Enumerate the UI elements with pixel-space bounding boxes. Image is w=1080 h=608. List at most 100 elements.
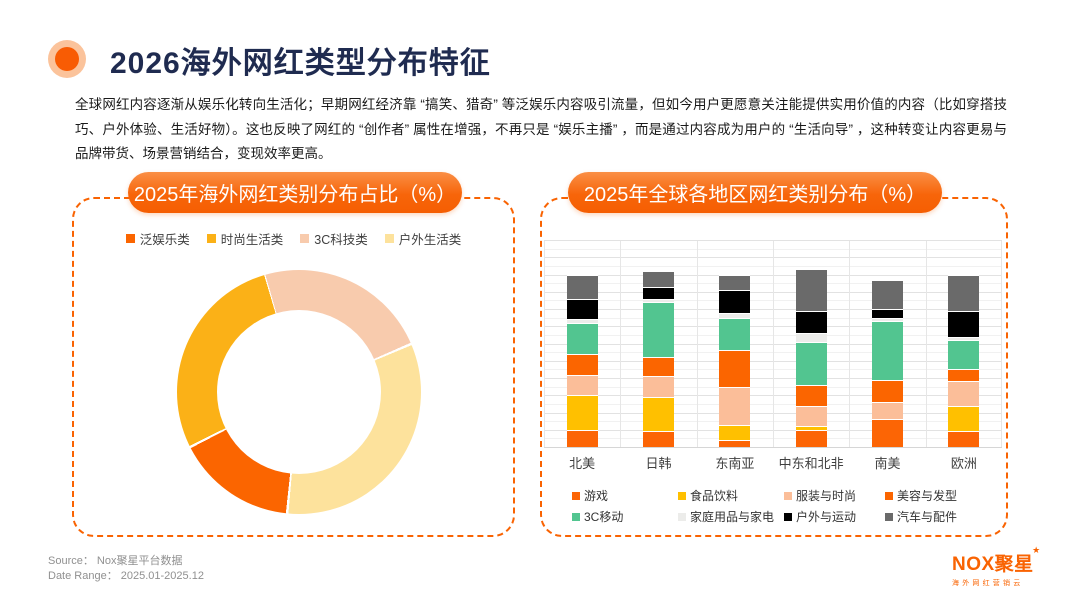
bar-segment-3C移动 — [795, 341, 827, 385]
bar-segment-汽车与配件 — [566, 274, 598, 299]
stacked-bar-南美 — [872, 279, 903, 447]
donut-chart-title: 2025年海外网红类别分布占比（%） — [133, 184, 457, 206]
x-axis-line — [544, 447, 1002, 448]
stacked-bar-日韩 — [643, 271, 674, 447]
bar-segment-美容与发型 — [566, 353, 598, 375]
bar-segment-食品饮料 — [566, 395, 598, 430]
bar-chart-plot-area — [544, 240, 1002, 448]
page-title: 2026海外网红类型分布特征 — [110, 47, 491, 80]
bar-segment-服装与时尚 — [566, 374, 598, 396]
gridline-vertical — [773, 241, 774, 448]
donut-chart-title-badge: 2025年海外网红类别分布占比（%） — [128, 172, 462, 213]
bar-segment-3C移动 — [566, 322, 598, 354]
star-icon: ★ — [1032, 545, 1041, 555]
x-axis-label: 欧洲 — [950, 456, 977, 471]
intro-paragraph: 全球网红内容逐渐从娱乐化转向生活化；早期网红经济靠 “搞笑、猎奇” 等泛娱乐内容… — [75, 97, 1007, 161]
bar-legend-label: 服装与时尚 — [796, 489, 857, 503]
donut-legend: 泛娱乐类 时尚生活类 3C科技类 户外生活类 — [74, 229, 513, 248]
gridline — [544, 240, 1002, 241]
bar-segment-户外与运动 — [566, 298, 598, 320]
bar-segment-服装与时尚 — [872, 402, 903, 420]
bar-segment-汽车与配件 — [643, 271, 674, 287]
bar-legend-item: 户外与运动 — [784, 506, 885, 527]
title-bullet-inner-icon — [55, 47, 79, 71]
bar-segment-家庭用品与家电 — [719, 312, 751, 318]
legend-swatch — [678, 512, 686, 521]
donut-legend-label: 泛娱乐类 — [139, 233, 190, 247]
bar-segment-游戏 — [948, 431, 980, 447]
x-axis-label: 日韩 — [645, 456, 672, 471]
bar-chart-card: 北美 日韩 东南亚 中东和北非 南美 欧洲 游戏 食品饮料 服装与时尚 美容与发型 3C移动 家庭用… — [540, 197, 1008, 537]
bar-segment-游戏 — [643, 431, 674, 447]
donut-chart — [177, 270, 421, 514]
x-axis-label: 东南亚 — [715, 456, 755, 471]
bar-segment-服装与时尚 — [948, 381, 980, 406]
bar-legend-item: 食品饮料 — [678, 485, 784, 506]
bar-segment-美容与发型 — [872, 379, 903, 403]
gridline-vertical — [849, 241, 851, 448]
bar-legend-label: 3C移动 — [584, 510, 624, 524]
bar-segment-3C移动 — [719, 317, 751, 351]
donut-legend-label: 3C科技类 — [314, 233, 368, 247]
legend-swatch — [678, 491, 686, 500]
x-axis-label: 中东和北非 — [778, 456, 844, 471]
bar-segment-食品饮料 — [643, 396, 674, 432]
bar-legend-item: 美容与发型 — [885, 485, 957, 506]
gridline-vertical — [925, 241, 927, 448]
donut-legend-item: 3C科技类 — [300, 229, 368, 248]
source-label: Source： Nox聚星平台数据 — [48, 555, 183, 567]
gridline-vertical — [1001, 241, 1002, 448]
bar-segment-汽车与配件 — [719, 274, 751, 291]
legend-swatch — [784, 491, 792, 500]
nox-logo: NOX聚星 ★ 海外网红营销云 — [952, 545, 1052, 588]
bar-segment-游戏 — [872, 419, 903, 447]
nox-logo-text: NOX聚星 — [952, 554, 1034, 575]
bar-segment-3C移动 — [948, 340, 980, 370]
nox-logo-brand: NOX聚星 ★ — [952, 545, 1040, 576]
bar-segment-美容与发型 — [719, 350, 751, 387]
bar-legend-label: 游戏 — [584, 489, 609, 503]
bar-segment-服装与时尚 — [643, 376, 674, 397]
bar-segment-食品饮料 — [795, 426, 827, 430]
bar-segment-食品饮料 — [948, 405, 980, 432]
legend-swatch — [572, 512, 580, 521]
bar-segment-服装与时尚 — [719, 386, 751, 425]
bar-segment-美容与发型 — [643, 357, 674, 377]
bar-legend-label: 汽车与配件 — [897, 510, 958, 524]
bar-segment-家庭用品与家电 — [872, 317, 903, 322]
gridline-vertical — [696, 241, 698, 448]
donut-legend-label: 时尚生活类 — [220, 233, 284, 247]
donut-legend-item: 时尚生活类 — [206, 229, 284, 248]
legend-swatch — [572, 491, 580, 500]
bar-legend-item: 3C移动 — [572, 506, 678, 527]
date-range-label: Date Range： 2025.01-2025.12 — [48, 570, 204, 582]
legend-swatch — [784, 512, 792, 521]
nox-logo-tagline: 海外网红营销云 — [952, 580, 1024, 587]
legend-swatch — [885, 512, 893, 521]
gridline-vertical — [544, 241, 545, 448]
bar-legend-item: 家庭用品与家电 — [678, 506, 784, 527]
bar-segment-游戏 — [719, 440, 751, 447]
donut-hole — [217, 310, 381, 474]
title-bullet-icon — [48, 40, 86, 78]
bar-legend-label: 家庭用品与家电 — [690, 510, 775, 524]
bar-segment-3C移动 — [643, 302, 674, 358]
bar-segment-汽车与配件 — [948, 274, 980, 311]
x-axis-label: 北美 — [569, 456, 596, 471]
bar-segment-游戏 — [795, 429, 827, 447]
bar-legend-item: 服装与时尚 — [784, 485, 885, 506]
stacked-bar-中东和北非 — [795, 269, 827, 447]
bar-segment-服装与时尚 — [795, 405, 827, 427]
bar-segment-户外与运动 — [948, 310, 980, 337]
bar-segment-美容与发型 — [948, 369, 980, 382]
gridline-vertical — [620, 241, 622, 448]
bar-legend-item: 汽车与配件 — [885, 506, 957, 527]
donut-legend-item: 泛娱乐类 — [125, 229, 190, 248]
bar-segment-游戏 — [566, 429, 598, 447]
bar-segment-家庭用品与家电 — [948, 336, 980, 341]
legend-swatch — [300, 234, 310, 243]
stacked-bar-北美 — [566, 274, 598, 447]
bar-segment-美容与发型 — [795, 384, 827, 406]
legend-swatch — [384, 234, 394, 243]
bar-segment-户外与运动 — [795, 310, 827, 334]
